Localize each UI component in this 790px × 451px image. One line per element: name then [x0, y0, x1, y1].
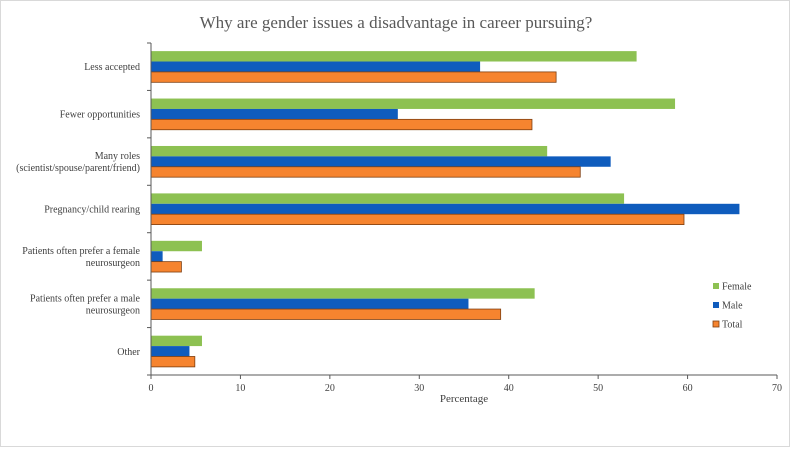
chart-title: Why are gender issues a disadvantage in … [200, 13, 593, 32]
bar-total-6 [150, 356, 196, 368]
bar-female-0 [151, 51, 637, 62]
legend-label-male: Male [722, 301, 743, 312]
x-tick-label: 60 [683, 383, 693, 394]
x-axis-title: Percentage [440, 393, 488, 405]
category-label: (scientist/spouse/parent/friend) [16, 163, 140, 174]
legend-swatch-female [713, 283, 719, 289]
x-tick-label: 10 [235, 383, 245, 394]
category-label: Other [117, 347, 140, 358]
category-label: Patients often prefer a female [22, 246, 140, 257]
x-tick-label: 70 [772, 383, 782, 394]
bar-total-1 [150, 118, 533, 131]
x-tick-label: 20 [325, 383, 335, 394]
bar-male-1 [151, 108, 398, 120]
bar-female-6 [151, 335, 202, 347]
bar-male-2 [151, 156, 611, 167]
legend-swatch-male [713, 302, 719, 308]
x-tick-label: 0 [149, 383, 154, 394]
bar-male-5 [151, 298, 469, 310]
bar-male-6 [151, 346, 190, 357]
category-label: neurosurgeon [86, 305, 140, 316]
bar-total-4 [150, 261, 182, 273]
bar-male-3 [151, 203, 740, 215]
bar-female-5 [151, 288, 535, 299]
x-tick-label: 50 [593, 383, 603, 394]
category-label: Pregnancy/child rearing [44, 205, 140, 216]
bar-total-2 [150, 166, 581, 178]
bar-female-1 [151, 98, 676, 109]
x-tick-label: 30 [414, 383, 424, 394]
bar-female-4 [151, 240, 202, 252]
category-labels: Less accepted Fewer opportunities Many rol… [16, 62, 141, 358]
category-label: Less accepted [84, 62, 140, 73]
bar-male-4 [151, 251, 163, 262]
legend-label-female: Female [722, 282, 752, 293]
category-label: Fewer opportunities [60, 110, 140, 121]
category-label: neurosurgeon [86, 258, 140, 269]
bar-total-3 [150, 213, 685, 225]
legend-swatch-total [712, 320, 720, 328]
x-tick-label: 40 [504, 383, 514, 394]
bar-total-5 [150, 308, 502, 320]
bar-female-2 [151, 145, 548, 157]
category-label: Many roles [95, 151, 140, 162]
x-axis: 0 10 20 30 40 50 60 70 [147, 42, 782, 394]
legend: Female Male Total [712, 282, 752, 331]
bar-total-0 [150, 71, 557, 83]
category-label: Patients often prefer a male [30, 293, 141, 304]
bar-female-3 [151, 193, 625, 204]
bars-group [150, 51, 740, 368]
legend-label-total: Total [722, 320, 743, 331]
bar-male-0 [151, 61, 481, 72]
